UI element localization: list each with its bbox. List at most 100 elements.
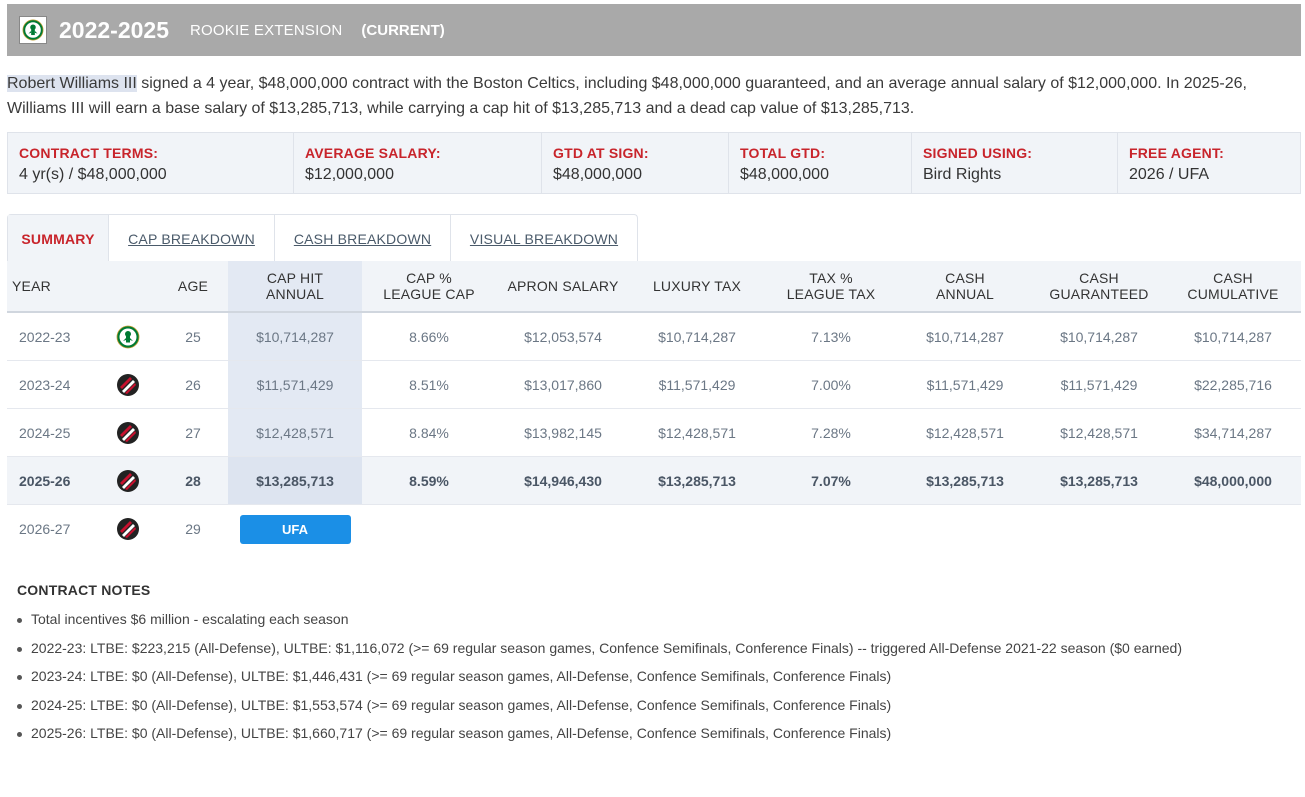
- row-cash-cum: $34,714,287: [1194, 424, 1272, 441]
- row-age: 26: [185, 376, 201, 393]
- row-luxury: $13,285,713: [658, 472, 736, 489]
- term-value: 4 yr(s) / $48,000,000: [19, 166, 167, 183]
- blazers-logo-icon: [97, 469, 158, 493]
- term-label: GTD AT SIGN:: [553, 145, 649, 161]
- header-cash-annual: CASH ANNUAL: [898, 270, 1032, 302]
- header-cap-pct-line1: CAP %: [406, 270, 452, 286]
- row-cash-gtd: $13,285,713: [1060, 472, 1138, 489]
- row-cap-hit: $12,428,571: [228, 409, 362, 456]
- row-cash: $12,428,571: [926, 424, 1004, 441]
- term-label: FREE AGENT:: [1129, 145, 1225, 161]
- row-apron: $14,946,430: [524, 472, 602, 489]
- header-cap-hit-line1: CAP HIT: [266, 270, 324, 286]
- row-cap-pct: 8.84%: [409, 424, 449, 441]
- row-age: 29: [185, 521, 201, 537]
- row-cap-pct: 8.59%: [409, 472, 449, 489]
- header-tax-pct-line2: LEAGUE TAX: [786, 286, 876, 302]
- row-luxury: $11,571,429: [658, 376, 736, 393]
- header-cash-line2: ANNUAL: [936, 286, 994, 302]
- term-value: $48,000,000: [553, 166, 642, 183]
- list-item: Total incentives $6 million - escalating…: [17, 611, 1297, 640]
- header-apron-salary: APRON SALARY: [507, 278, 619, 294]
- row-cap-hit: $10,714,287: [228, 313, 362, 360]
- table-row: 2022-23 25 $10,714,287 8.66% $12,053,574…: [7, 313, 1301, 361]
- header-tax-pct: TAX % LEAGUE TAX: [764, 270, 898, 302]
- row-year: 2024-25: [19, 424, 71, 441]
- row-apron: $12,053,574: [524, 328, 602, 345]
- contract-table: YEAR AGE CAP HIT ANNUAL CAP % LEAGUE CAP…: [7, 261, 1301, 553]
- row-apron: $13,982,145: [524, 424, 602, 441]
- row-cap-hit: $11,571,429: [228, 361, 362, 408]
- term-average-salary: AVERAGE SALARY: $12,000,000: [294, 133, 542, 193]
- term-label: AVERAGE SALARY:: [305, 145, 441, 161]
- contract-terms-bar: CONTRACT TERMS: 4 yr(s) / $48,000,000 AV…: [7, 132, 1301, 194]
- table-row-free-agency: 2026-27 29 UFA: [7, 505, 1301, 553]
- header-cash-line1: CASH: [945, 270, 985, 286]
- table-row: 2023-24 26 $11,571,429 8.51% $13,017,860…: [7, 361, 1301, 409]
- tab-cap-breakdown[interactable]: CAP BREAKDOWN: [109, 215, 275, 262]
- term-value: 2026 / UFA: [1129, 166, 1210, 183]
- ufa-cell: UFA: [228, 505, 362, 553]
- header-cap-pct: CAP % LEAGUE CAP: [362, 270, 496, 302]
- contract-summary: Robert Williams III signed a 4 year, $48…: [7, 71, 1301, 121]
- row-cash-cum: $22,285,716: [1194, 376, 1272, 393]
- header-luxury-tax: LUXURY TAX: [652, 278, 742, 294]
- row-year: 2026-27: [19, 521, 71, 537]
- row-cash-gtd: $10,714,287: [1060, 328, 1138, 345]
- row-tax-pct: 7.07%: [811, 472, 851, 489]
- blazers-logo-icon: [97, 373, 158, 397]
- term-gtd-at-sign: GTD AT SIGN: $48,000,000: [542, 133, 729, 193]
- celtics-logo-icon: [97, 325, 158, 349]
- tab-cash-breakdown[interactable]: CASH BREAKDOWN: [275, 215, 451, 262]
- table-row: 2024-25 27 $12,428,571 8.84% $13,982,145…: [7, 409, 1301, 457]
- term-total-gtd: TOTAL GTD: $48,000,000: [729, 133, 912, 193]
- row-age: 28: [185, 472, 201, 489]
- row-year: 2022-23: [19, 328, 71, 345]
- header-cap-hit: CAP HIT ANNUAL: [228, 261, 362, 311]
- row-tax-pct: 7.13%: [811, 328, 851, 345]
- term-value: $48,000,000: [740, 166, 829, 183]
- list-item: 2023-24: LTBE: $0 (All-Defense), ULTBE: …: [17, 668, 1297, 697]
- row-cash-cum: $48,000,000: [1194, 472, 1272, 489]
- header-year: YEAR: [12, 278, 51, 294]
- header-tax-pct-line1: TAX %: [809, 270, 853, 286]
- tab-visual-breakdown[interactable]: VISUAL BREAKDOWN: [469, 230, 619, 247]
- row-apron: $13,017,860: [524, 376, 602, 393]
- player-name-link[interactable]: Robert Williams III: [7, 75, 137, 92]
- notes-list: Total incentives $6 million - escalating…: [17, 611, 1297, 754]
- row-tax-pct: 7.00%: [811, 376, 851, 393]
- notes-title: CONTRACT NOTES: [17, 582, 151, 598]
- row-cash: $11,571,429: [926, 376, 1004, 393]
- row-age: 27: [185, 424, 201, 441]
- header-cashc-line1: CASH: [1213, 270, 1253, 286]
- summary-text: signed a 4 year, $48,000,000 contract wi…: [7, 75, 1247, 117]
- header-cash-cumulative: CASH CUMULATIVE: [1166, 270, 1300, 302]
- tab-summary[interactable]: SUMMARY: [8, 215, 109, 262]
- list-item: 2025-26: LTBE: $0 (All-Defense), ULTBE: …: [17, 725, 1297, 754]
- header-cash-guaranteed: CASH GUARANTEED: [1032, 270, 1166, 302]
- header-cashg-line1: CASH: [1079, 270, 1119, 286]
- header-cashg-line2: GUARANTEED: [1049, 286, 1149, 302]
- term-value: $12,000,000: [305, 166, 394, 183]
- list-item: 2024-25: LTBE: $0 (All-Defense), ULTBE: …: [17, 697, 1297, 726]
- breakdown-tabs: SUMMARY CAP BREAKDOWN CASH BREAKDOWN VIS…: [7, 214, 638, 262]
- row-year: 2023-24: [19, 376, 71, 393]
- header-cashc-line2: CUMULATIVE: [1187, 286, 1279, 302]
- blazers-logo-icon: [97, 517, 158, 541]
- header-cap-hit-line2: ANNUAL: [266, 286, 324, 302]
- contract-years: 2022-2025: [59, 16, 169, 43]
- header-cap-pct-line2: LEAGUE CAP: [383, 286, 475, 302]
- row-cash: $13,285,713: [926, 472, 1004, 489]
- row-cash-gtd: $12,428,571: [1060, 424, 1138, 441]
- row-cash: $10,714,287: [926, 328, 1004, 345]
- term-free-agent: FREE AGENT: 2026 / UFA: [1118, 133, 1300, 193]
- term-signed-using: SIGNED USING: Bird Rights: [912, 133, 1118, 193]
- row-cap-pct: 8.66%: [409, 328, 449, 345]
- row-cash-gtd: $11,571,429: [1060, 376, 1138, 393]
- list-item: 2022-23: LTBE: $223,215 (All-Defense), U…: [17, 640, 1297, 669]
- ufa-badge[interactable]: UFA: [239, 514, 351, 544]
- contract-status: (CURRENT): [361, 21, 445, 39]
- row-cap-hit: $13,285,713: [228, 457, 362, 504]
- blazers-logo-icon: [97, 421, 158, 445]
- row-luxury: $10,714,287: [658, 328, 736, 345]
